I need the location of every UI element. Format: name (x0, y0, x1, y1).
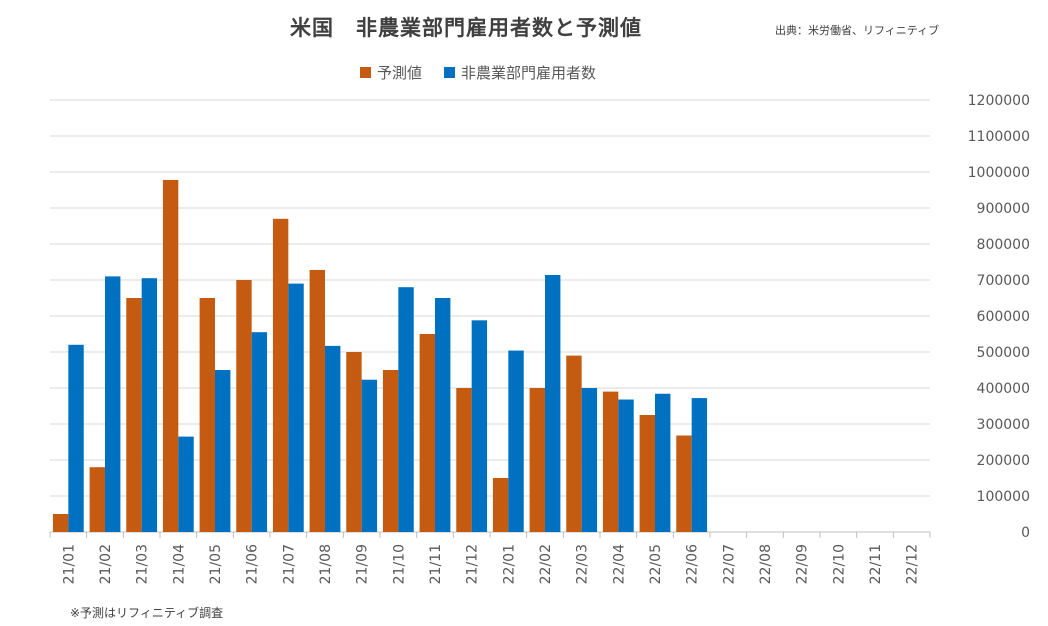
x-tick-label: 21/11 (428, 544, 444, 584)
bar-forecast (52, 514, 69, 532)
x-tick-label: 21/02 (98, 544, 114, 584)
bar-actual (105, 276, 121, 532)
x-tick-label: 22/06 (685, 544, 701, 584)
bar-forecast (639, 415, 655, 532)
x-tick-label: 22/12 (905, 544, 921, 584)
bar-forecast (162, 179, 179, 533)
x-tick-label: 21/10 (391, 544, 407, 584)
y-tick-label: 700000 (977, 273, 1030, 289)
x-tick-label: 22/08 (758, 544, 774, 584)
x-tick-label: 21/05 (208, 544, 224, 584)
bar-actual (178, 436, 194, 532)
x-tick-label: 22/09 (795, 544, 811, 584)
bar-actual (508, 350, 524, 532)
y-tick-label: 400000 (977, 381, 1030, 397)
legend-label-actual: 非農業部門雇用者数 (461, 64, 597, 82)
x-tick-label: 21/03 (135, 544, 151, 584)
x-tick-label: 22/04 (611, 544, 627, 584)
bar-forecast (199, 298, 215, 532)
x-tick-label: 22/10 (831, 544, 847, 584)
y-tick-label: 0 (1021, 525, 1030, 541)
y-tick-label: 1000000 (968, 165, 1030, 181)
legend: 予測値 非農業部門雇用者数 (360, 62, 618, 83)
footnote: ※予測はリフィニティブ調査 (70, 606, 224, 620)
bar-forecast (346, 352, 362, 532)
bar-actual (288, 283, 304, 532)
y-tick-label: 300000 (977, 417, 1030, 433)
bar-actual (325, 345, 341, 532)
x-tick-label: 21/06 (245, 544, 261, 584)
bar-forecast (566, 355, 582, 532)
x-tick-label: 21/01 (61, 544, 77, 584)
bar-actual (215, 370, 231, 532)
bar-forecast (236, 280, 252, 532)
y-tick-label: 100000 (977, 489, 1030, 505)
bar-forecast (602, 391, 619, 532)
x-tick-label: 21/12 (465, 544, 481, 584)
chart-title: 米国 非農業部門雇用者数と予測値 (290, 16, 642, 40)
bar-actual (251, 332, 268, 532)
bar-actual (398, 287, 414, 532)
bar-forecast (272, 218, 289, 533)
x-tick-label: 21/09 (355, 544, 371, 584)
legend-swatch-forecast (360, 67, 371, 78)
x-tick-label: 22/05 (648, 544, 664, 584)
bar-actual (435, 298, 451, 532)
bar-actual (581, 388, 598, 532)
legend-swatch-actual (444, 67, 456, 78)
bar-forecast (529, 388, 545, 532)
bar-actual (618, 399, 634, 532)
x-tick-label: 22/03 (575, 544, 591, 584)
y-tick-label: 1200000 (968, 93, 1030, 109)
x-tick-label: 21/04 (171, 544, 187, 584)
bar-forecast (382, 370, 399, 532)
bar-forecast (89, 467, 105, 532)
x-tick-label: 22/01 (501, 544, 517, 584)
bar-forecast (126, 298, 142, 532)
x-tick-label: 21/07 (281, 544, 297, 584)
x-tick-label: 21/08 (318, 544, 334, 584)
bar-forecast (492, 478, 509, 532)
x-tick-label: 22/02 (538, 544, 554, 584)
x-tick-label: 22/07 (721, 544, 737, 584)
y-tick-label: 900000 (977, 201, 1030, 217)
bar-forecast (419, 334, 435, 532)
bar-actual (471, 320, 488, 532)
y-tick-label: 600000 (977, 309, 1030, 325)
x-tick-label: 22/11 (868, 544, 884, 584)
bar-actual (361, 379, 378, 532)
source-label: 出典：米労働省、リフィニティブ (775, 24, 940, 37)
bar-actual (655, 393, 671, 532)
bar-forecast (676, 435, 692, 532)
bar-actual (691, 398, 708, 532)
bar-forecast (309, 269, 325, 532)
legend-item-forecast: 予測値 (360, 62, 422, 83)
y-tick-label: 1100000 (968, 129, 1030, 145)
legend-label-forecast: 予測値 (377, 64, 423, 82)
y-tick-label: 200000 (977, 453, 1030, 469)
bar-forecast (456, 388, 472, 532)
legend-item-actual: 非農業部門雇用者数 (444, 62, 596, 83)
bar-actual (68, 344, 84, 532)
y-tick-label: 500000 (977, 345, 1030, 361)
y-tick-label: 800000 (977, 237, 1030, 253)
bar-actual (545, 274, 561, 532)
bar-actual (141, 278, 158, 532)
